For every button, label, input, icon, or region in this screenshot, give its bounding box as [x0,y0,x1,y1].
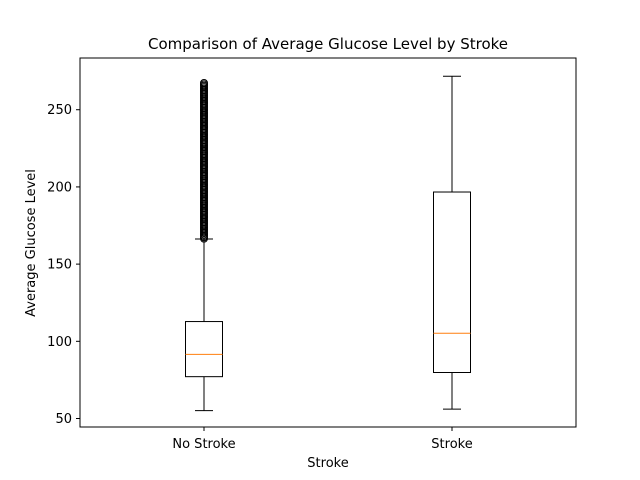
y-tick-label-250: 250 [47,103,72,118]
y-axis-label: Average Glucose Level [24,169,39,317]
outlier-no-stroke [200,79,208,88]
plot-frame [79,57,577,428]
y-tick-label-100: 100 [47,335,72,350]
x-tick-label-no-stroke: No Stroke [172,437,235,452]
x-axis-label: Stroke [307,456,348,471]
plot-area: 50 100 150 200 250 No Stroke Stroke [47,57,577,452]
y-tick-label-150: 150 [47,258,72,273]
box-stroke [433,191,471,373]
box-no-stroke [185,321,223,378]
chart-title: Comparison of Average Glucose Level by S… [148,35,508,53]
y-tick-label-50: 50 [55,412,72,427]
x-tick-label-stroke: Stroke [431,437,472,452]
y-tick-label-200: 200 [47,180,72,195]
